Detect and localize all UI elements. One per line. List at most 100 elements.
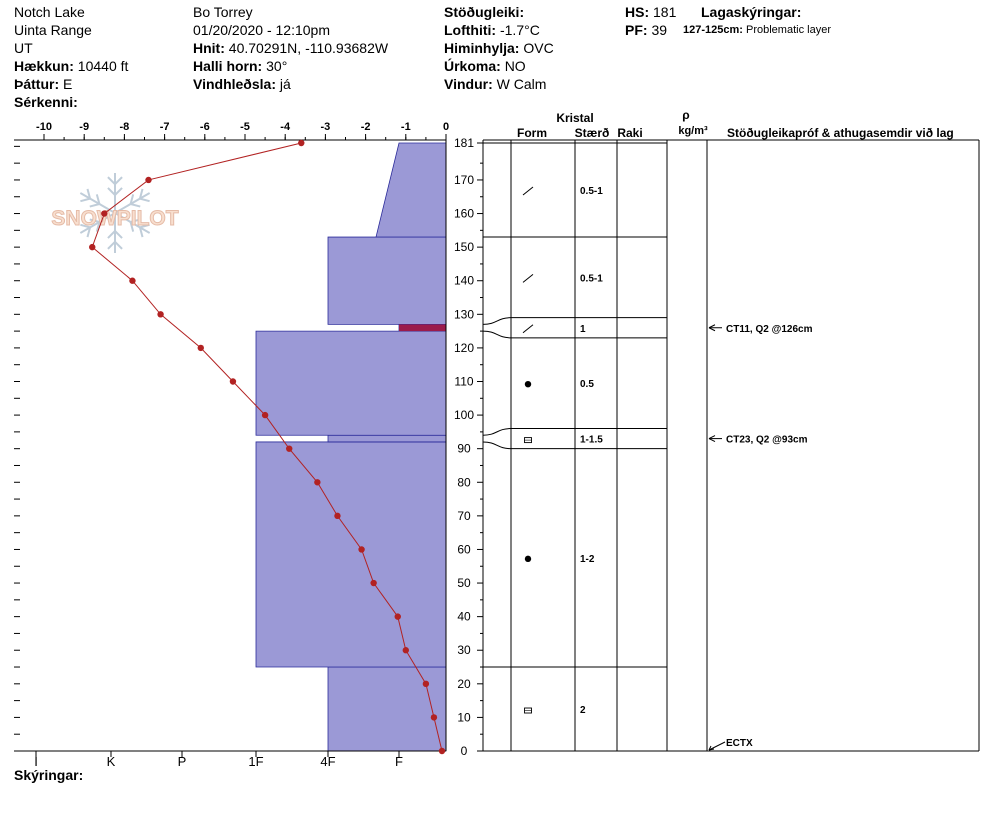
hardness-tick-label: 4F [320,754,335,769]
hardness-temperature-plot: -10 -9 -8 -7 -6 -5 -4 -3 -2 -1 0I K P 1F 4F F [14,121,449,769]
notes-label: Skýringar: [14,767,84,783]
aspect-row: Þáttur: E [14,75,72,93]
temperature-point [402,647,409,654]
height-tick-label: 140 [454,274,474,288]
hardness-layer-bar [327,434,447,443]
tests-header: Stöðugleikapróf & athugasemdir við lag [727,126,954,140]
crystal-form-rg-icon [524,555,532,563]
height-tick-label: 130 [454,307,474,321]
slope-value: 30° [266,58,288,74]
precip-label: Úrkoma: [444,58,501,74]
snowflake-branch [86,227,92,238]
temp-tick-label: -5 [240,121,250,133]
sky-label: Himinhylja: [444,40,520,56]
snowflake-branch [138,188,144,199]
test-result-label: CT23, Q2 @93cm [726,435,808,446]
crystal-form-dfDC-icon [522,273,534,283]
air-temp-value: -1.7°C [499,22,540,38]
test-arrow-head [708,745,715,751]
problem-range: 127-125cm: [683,24,743,36]
temp-tick-label: -4 [280,121,291,133]
temp-tick-label: -1 [401,121,411,133]
temp-tick-label: -10 [36,121,52,133]
wind-loading-label: Vindhleðsla: [193,76,276,92]
temperature-point [298,139,305,147]
snowflake-arm [114,212,151,234]
coords-label: Hnit: [193,40,225,56]
features-label: Sérkenni: [14,94,78,110]
stability-label: Stöðugleiki: [444,4,525,20]
temperature-point [145,176,152,184]
temperature-point [430,714,438,721]
hs-label: HS: [625,4,650,20]
snowflake-branch [114,176,123,185]
pf-value: 39 [651,22,668,38]
height-tick-label: 10 [457,710,471,724]
crystal-form-rg-icon [524,380,532,388]
aspect-label: Þáttur: [14,76,60,92]
aspect-value: E [63,76,73,92]
snowflake-branch [95,194,101,205]
grain-size-label: 1 [580,324,586,335]
height-tick-label: 50 [457,576,471,590]
grain-size-label: 2 [580,705,586,716]
temperature-point [101,210,108,217]
temperature-point [89,243,96,251]
precip-row: Úrkoma: NO [444,57,526,75]
test-arrow-head [708,435,716,443]
location-name: Notch Lake [14,4,85,20]
size-header: Stærð [575,126,610,140]
hardness-tick-label: K [107,754,116,769]
logo-text: SNOWPILOT [51,207,178,230]
air-temp-label: Lofthiti: [444,22,497,38]
moisture-header: Raki [617,126,642,140]
temperature-point [422,680,430,688]
hardness-layer-bar [255,330,447,436]
temp-tick-label: -7 [160,121,170,133]
snowflake-branch [129,194,135,205]
hardness-tick-label: I [34,754,38,769]
air-temp-row: Lofthiti: -1.7°C [444,21,540,39]
temp-tick-label: -8 [120,121,130,133]
layer-connector [482,428,512,436]
problematic-layer-band [399,324,446,332]
layer-connector [482,330,512,339]
wind-label: Vindur: [444,76,493,92]
snowflake-branch [80,223,91,229]
snowpilot-logo: SNOWPILOT [51,173,179,253]
snowflake-branch [130,218,141,223]
coords-value: 40.70291N, -110.93682W [228,40,389,56]
height-tick-label: 90 [457,442,471,456]
layer-connector [482,317,512,325]
height-tick-label: 100 [454,408,474,422]
height-tick-label: 40 [457,610,471,624]
snowflake-branch [129,221,135,232]
layer-connector [482,441,512,450]
pf-row: PF: 39 [625,21,667,39]
sky-row: Himinhylja: OVC [444,39,554,57]
height-tick-label: 170 [454,173,474,187]
hardness-layer-bar [375,142,447,238]
legend-label: Lagaskýringar: [701,4,802,20]
hardness-tick-label: 1F [248,754,263,769]
height-tick-label: 80 [457,475,471,489]
hardness-layer-bar [327,236,447,325]
layer-description-table: 0 10 20 30 40 50 60 70 80 90 100 110 120 130 140 150 160… [454,108,980,758]
height-tick-label: 160 [454,207,474,221]
temp-tick-label: -3 [321,121,331,133]
temp-tick-label: -2 [361,121,371,133]
range-name: Uinta Range [14,22,92,38]
crystal-form-dfDC-icon [522,186,534,196]
crystal-form-dfDC-icon [522,324,534,334]
hs-row: HS: 181 [625,3,676,21]
snowflake-branch [139,197,150,203]
problem-text: Problematic layer [746,24,831,36]
rho-header: ρ [682,108,689,122]
grain-size-label: 0.5 [580,379,594,390]
snowflake-branch [89,218,100,223]
snowflake-branch [138,227,144,238]
temperature-point [334,512,341,520]
observation-datetime: 01/20/2020 - 12:10pm [193,22,330,38]
elevation-label: Hækkun: [14,58,74,74]
